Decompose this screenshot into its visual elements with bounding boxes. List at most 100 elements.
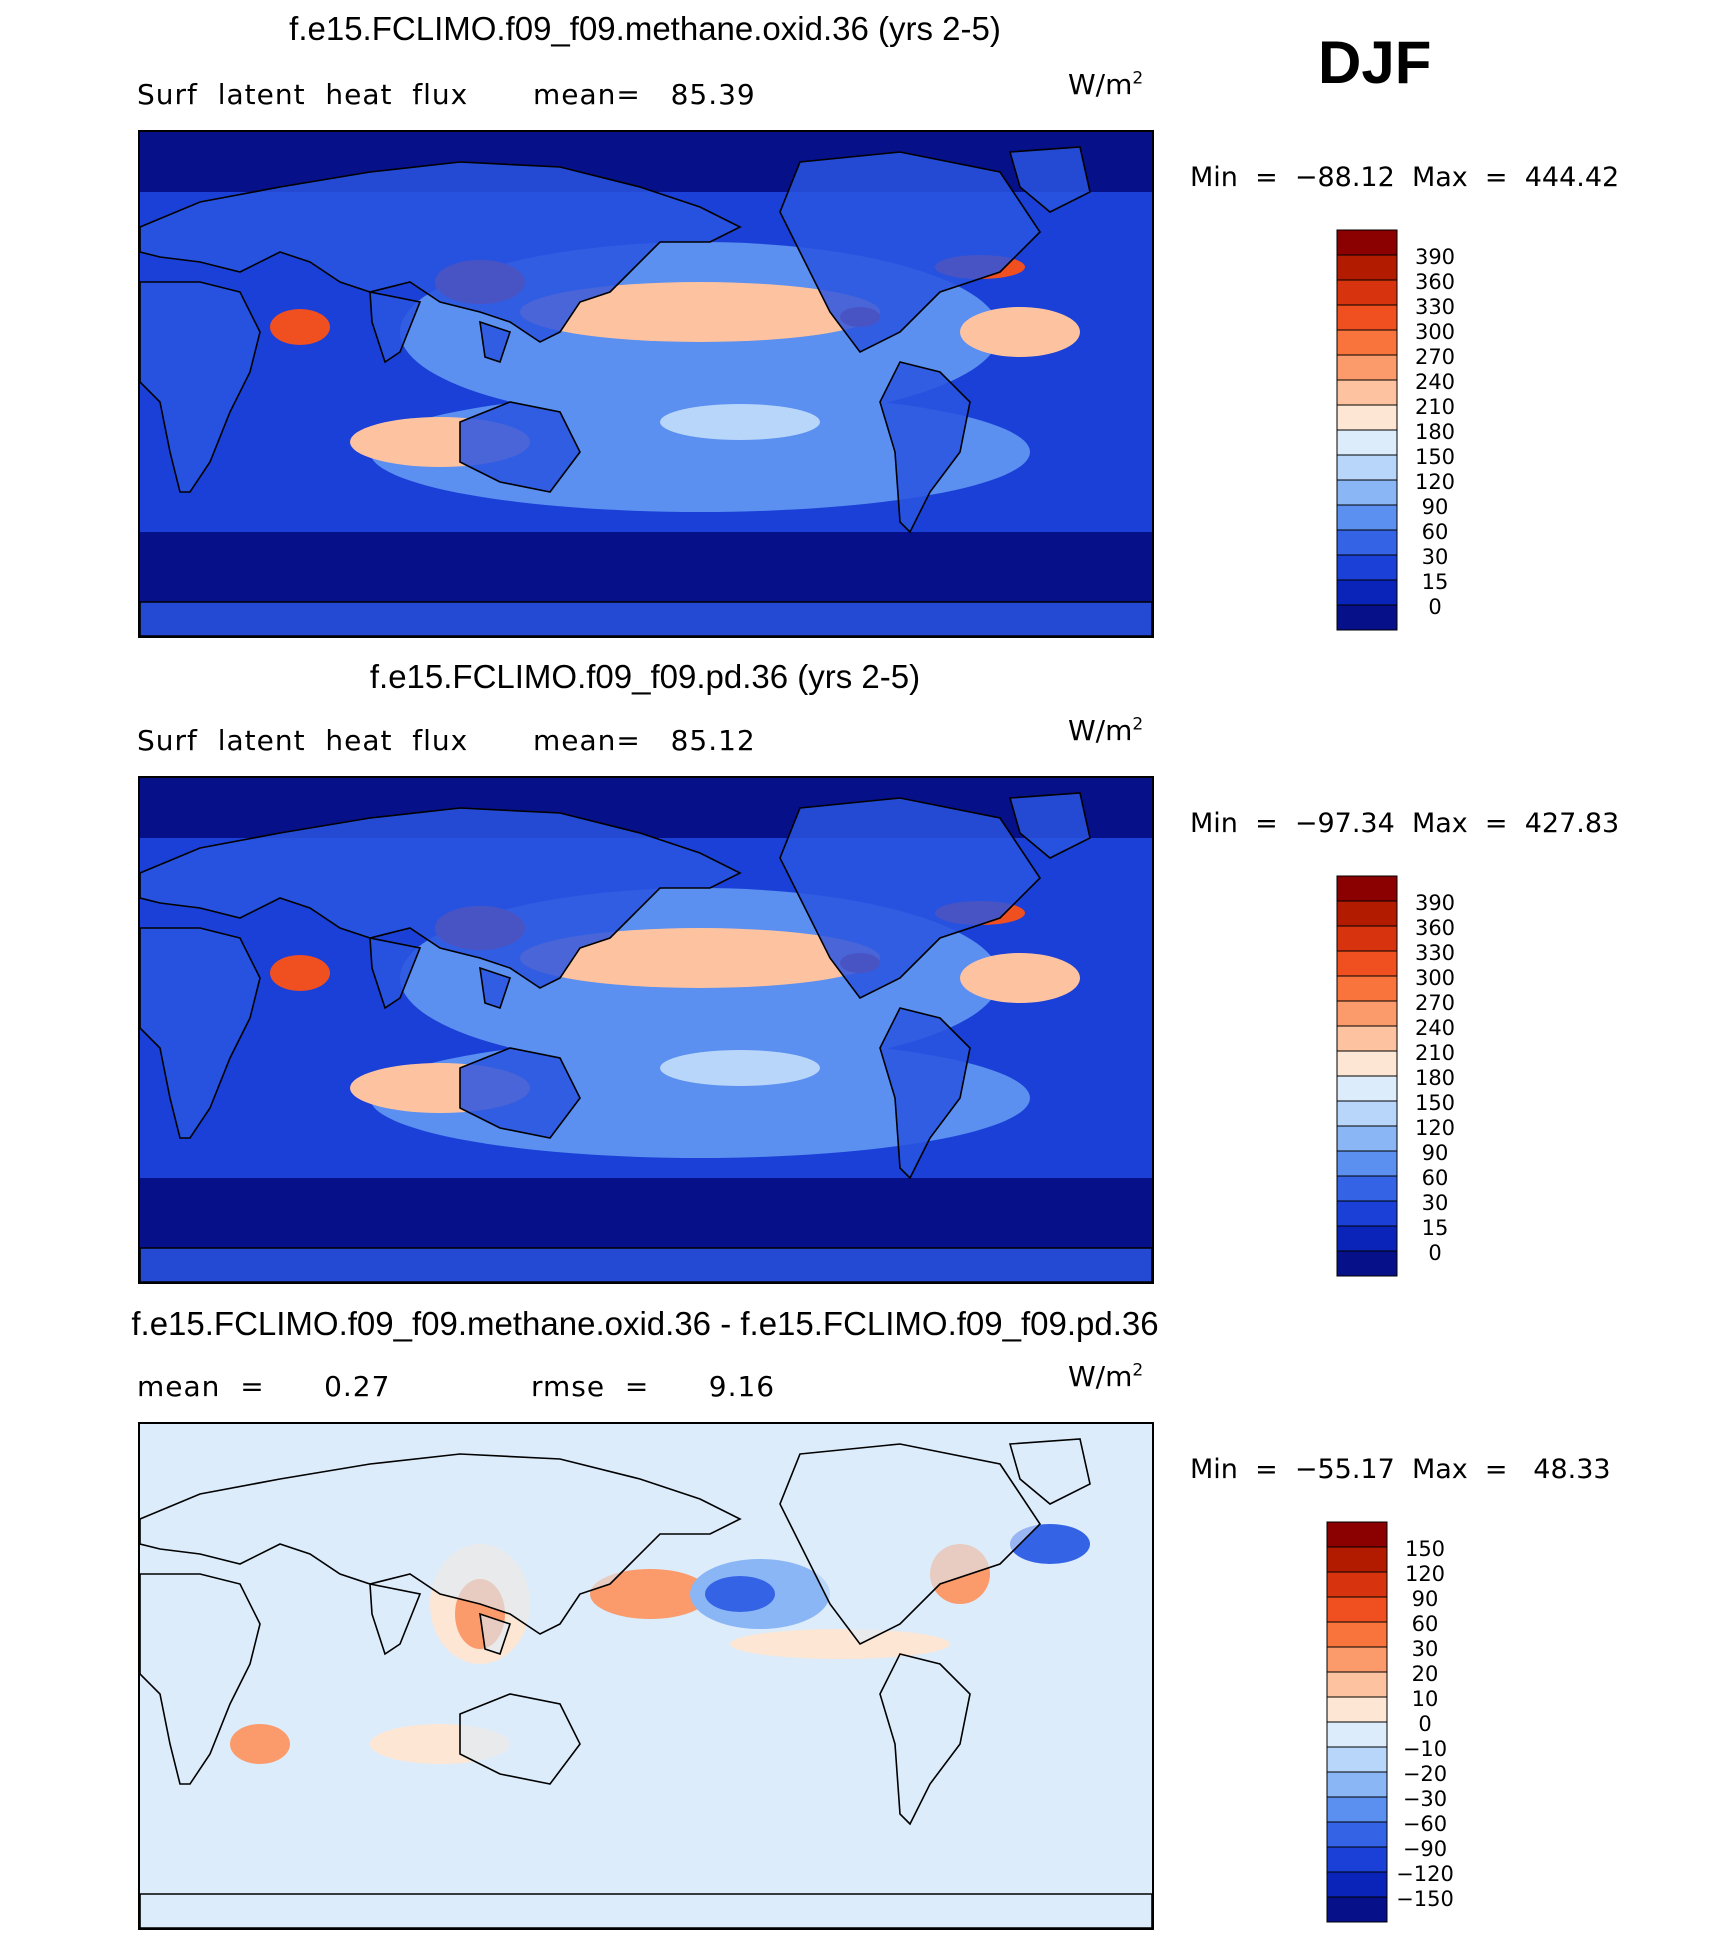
coastlines xyxy=(140,1438,1152,1928)
colorbar-box xyxy=(1336,1075,1398,1102)
colorbar-label: 0 xyxy=(1428,1241,1441,1265)
colorbar-box xyxy=(1336,1250,1398,1277)
colorbar-box xyxy=(1336,1050,1398,1077)
colorbar-label: 270 xyxy=(1415,991,1455,1015)
colorbar-label: 330 xyxy=(1415,295,1455,319)
colorbar-box xyxy=(1336,529,1398,556)
rmse-value: rmse = 9.16 xyxy=(531,1370,776,1403)
colorbar-box xyxy=(1336,404,1398,431)
units-label: W/m2 xyxy=(1068,1360,1144,1393)
colorbar-label: 240 xyxy=(1415,370,1455,394)
colorbar-box xyxy=(1326,1721,1388,1748)
colorbar-box xyxy=(1336,900,1398,927)
colorbar-box xyxy=(1326,1546,1388,1573)
mean-value: mean= 85.12 xyxy=(533,724,756,757)
colorbar-box xyxy=(1336,229,1398,256)
colorbar-control: 390 360 330 300 270 240 210 180 150 120 90 60 30 15 0 xyxy=(1335,874,1535,1279)
panel-title: f.e15.FCLIMO.f09_f09.pd.36 (yrs 2-5) xyxy=(369,658,921,695)
map-diff xyxy=(138,1422,1154,1930)
colorbar-label: −120 xyxy=(1396,1862,1454,1886)
colorbar-label: 90 xyxy=(1412,1587,1439,1611)
colorbar-label: 300 xyxy=(1415,966,1455,990)
colorbar-test: 390 360 330 300 270 240 210 180 150 120 90 60 30 15 0 xyxy=(1335,228,1535,633)
colorbar-box xyxy=(1326,1646,1388,1673)
min-max-text: Min = −88.12 Max = 444.42 xyxy=(1190,162,1620,193)
colorbar-box xyxy=(1326,1771,1388,1798)
colorbar-label: 360 xyxy=(1415,916,1455,940)
colorbar-label: −20 xyxy=(1403,1762,1447,1786)
colorbar-label: 150 xyxy=(1415,1091,1455,1115)
colorbar-label: −10 xyxy=(1403,1737,1447,1761)
colorbar-label: 30 xyxy=(1422,1191,1449,1215)
colorbar-box xyxy=(1326,1621,1388,1648)
colorbar-diff: 150 120 90 60 30 20 10 0 −10 −20 −30 −60 −90 −120 −150 xyxy=(1325,1520,1535,1925)
colorbar-label: −30 xyxy=(1403,1787,1447,1811)
map-test xyxy=(138,130,1154,638)
colorbar-box xyxy=(1336,1150,1398,1177)
colorbar-box xyxy=(1336,1225,1398,1252)
colorbar-label: 390 xyxy=(1415,245,1455,269)
colorbar-label: 300 xyxy=(1415,320,1455,344)
colorbar-label: 10 xyxy=(1412,1687,1439,1711)
colorbar-label: 0 xyxy=(1428,595,1441,619)
colorbar-label: 30 xyxy=(1422,545,1449,569)
colorbar-box xyxy=(1336,1175,1398,1202)
colorbar-box xyxy=(1336,925,1398,952)
colorbar-box xyxy=(1336,1100,1398,1127)
colorbar-box xyxy=(1336,479,1398,506)
min-max-text: Min = −97.34 Max = 427.83 xyxy=(1190,808,1620,839)
colorbar-label: −150 xyxy=(1396,1887,1454,1911)
colorbar-label: 15 xyxy=(1422,1216,1449,1240)
colorbar-box xyxy=(1326,1796,1388,1823)
min-max-text: Min = −55.17 Max = 48.33 xyxy=(1190,1454,1611,1485)
panel-title: f.e15.FCLIMO.f09_f09.methane.oxid.36 (yr… xyxy=(289,10,1001,47)
colorbar-label: −60 xyxy=(1403,1812,1447,1836)
colorbar-box xyxy=(1336,554,1398,581)
colorbar-label: 390 xyxy=(1415,891,1455,915)
colorbar-label: 30 xyxy=(1412,1637,1439,1661)
colorbar-label: 180 xyxy=(1415,420,1455,444)
colorbar-label: 0 xyxy=(1418,1712,1431,1736)
colorbar-label: 15 xyxy=(1422,570,1449,594)
colorbar-box xyxy=(1336,1125,1398,1152)
colorbar-label: 270 xyxy=(1415,345,1455,369)
colorbar-box xyxy=(1336,279,1398,306)
colorbar-box xyxy=(1326,1746,1388,1773)
coastlines xyxy=(140,146,1152,636)
colorbar-box xyxy=(1336,604,1398,631)
mean-value: mean = 0.27 xyxy=(137,1370,391,1403)
colorbar-box xyxy=(1336,579,1398,606)
colorbar-box xyxy=(1336,950,1398,977)
units-label: W/m2 xyxy=(1068,68,1144,101)
colorbar-label: 150 xyxy=(1405,1537,1445,1561)
colorbar-box xyxy=(1336,329,1398,356)
colorbar-label: 210 xyxy=(1415,1041,1455,1065)
colorbar-box xyxy=(1326,1896,1388,1923)
colorbar-label: 90 xyxy=(1422,495,1449,519)
colorbar-box xyxy=(1336,504,1398,531)
colorbar-box xyxy=(1326,1671,1388,1698)
mean-value: mean= 85.39 xyxy=(533,78,756,111)
colorbar-box xyxy=(1336,1025,1398,1052)
colorbar-box xyxy=(1336,1000,1398,1027)
colorbar-label: 90 xyxy=(1422,1141,1449,1165)
colorbar-label: 120 xyxy=(1415,470,1455,494)
colorbar-box xyxy=(1336,875,1398,902)
colorbar-box xyxy=(1336,254,1398,281)
colorbar-label: 240 xyxy=(1415,1016,1455,1040)
colorbar-label: −90 xyxy=(1403,1837,1447,1861)
map-control xyxy=(138,776,1154,1284)
colorbar-box xyxy=(1326,1571,1388,1598)
panel-title: f.e15.FCLIMO.f09_f09.methane.oxid.36 - f… xyxy=(131,1305,1159,1342)
colorbar-box xyxy=(1336,379,1398,406)
colorbar-box xyxy=(1336,354,1398,381)
colorbar-label: 360 xyxy=(1415,270,1455,294)
colorbar-box xyxy=(1326,1521,1388,1548)
colorbar-label: 330 xyxy=(1415,941,1455,965)
coastlines xyxy=(140,792,1152,1282)
units-label: W/m2 xyxy=(1068,714,1144,747)
colorbar-label: 60 xyxy=(1412,1612,1439,1636)
colorbar-box xyxy=(1326,1596,1388,1623)
colorbar-box xyxy=(1336,1200,1398,1227)
colorbar-box xyxy=(1326,1821,1388,1848)
